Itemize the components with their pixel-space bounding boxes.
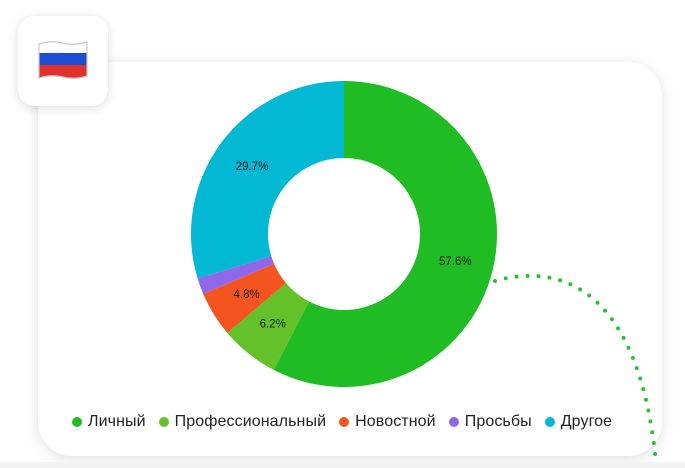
legend-dot-icon [72, 417, 82, 427]
legend-label: Новостной [355, 413, 436, 430]
legend-dot-icon [339, 417, 350, 427]
legend-label: Личный [88, 413, 146, 430]
donut-slice-3 [203, 263, 287, 333]
donut-slice-4 [197, 256, 275, 294]
chart-legend: Личный Профессиональный Новостной Просьбы Др… [72, 409, 612, 435]
legend-item-3[interactable]: Новостной [339, 413, 436, 431]
legend-label: Профессиональный [174, 413, 327, 430]
legend-item-5[interactable]: Другое [544, 413, 613, 431]
donut-slice-1 [273, 81, 497, 387]
legend-label: Просьбы [464, 413, 532, 430]
slice-value-label-5: 29.7% [236, 161, 269, 173]
legend-dot-icon [448, 417, 459, 427]
flag-tile [18, 16, 108, 106]
legend-dot-icon [158, 417, 169, 427]
legend-label: Другое [560, 413, 613, 430]
legend-item-4[interactable]: Просьбы [448, 413, 532, 431]
legend-item-1[interactable]: Личный [72, 413, 146, 431]
russia-flag-icon [38, 41, 88, 79]
bottom-band [0, 462, 685, 468]
donut-slice-5 [190, 81, 344, 279]
legend-dot-icon [544, 417, 555, 427]
legend-item-2[interactable]: Профессиональный [158, 413, 327, 431]
slice-value-label-2: 6.2% [260, 319, 286, 331]
donut-slice-2 [227, 283, 310, 370]
slice-value-label-1: 57.6% [439, 256, 472, 268]
slice-value-label-3: 4.8% [233, 289, 259, 301]
